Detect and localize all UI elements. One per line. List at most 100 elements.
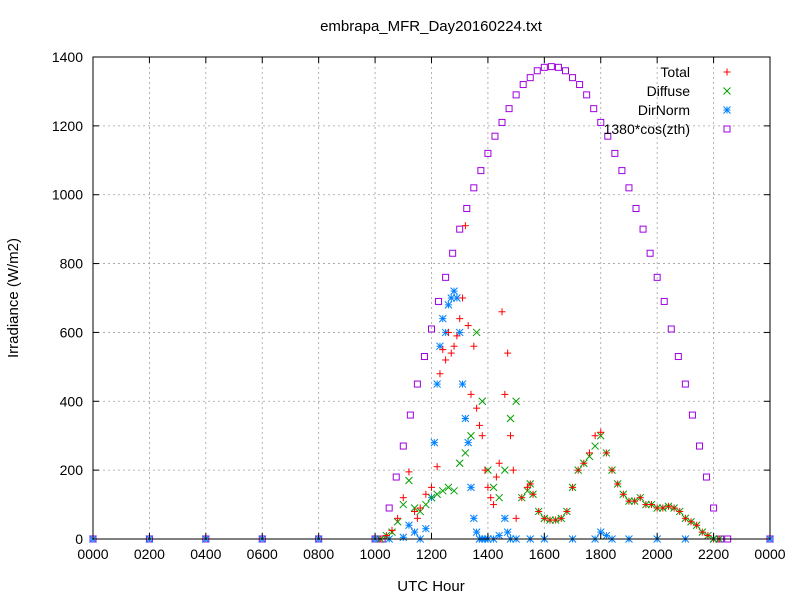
data-point xyxy=(470,184,478,192)
data-point xyxy=(580,459,588,467)
data-point xyxy=(608,466,616,474)
data-point xyxy=(461,414,470,423)
data-point xyxy=(533,67,541,75)
legend-entry-label: 1380*cos(zth) xyxy=(604,121,690,137)
x-tick-label: 1200 xyxy=(416,546,447,562)
data-point xyxy=(625,184,633,192)
data-point xyxy=(463,204,471,212)
legend: Total Diffuse DirNorm 1380*cos(zth) xyxy=(604,64,731,137)
data-point xyxy=(506,414,515,423)
data-point xyxy=(681,514,689,522)
data-point xyxy=(614,480,622,488)
data-point xyxy=(411,507,419,515)
x-tick-label: 1800 xyxy=(585,546,616,562)
data-point xyxy=(461,222,469,230)
data-point xyxy=(688,411,696,419)
data-point xyxy=(519,81,527,89)
data-point xyxy=(444,301,453,309)
y-tick-label: 0 xyxy=(75,531,83,547)
data-point xyxy=(512,397,520,406)
data-point xyxy=(422,500,430,509)
data-point xyxy=(461,449,470,457)
data-point xyxy=(501,390,509,398)
y-tick-label: 400 xyxy=(60,393,84,409)
data-point xyxy=(667,325,675,333)
data-point xyxy=(456,315,464,323)
data-point xyxy=(467,431,475,440)
data-point xyxy=(464,438,473,447)
data-point xyxy=(518,494,526,502)
data-point xyxy=(554,63,562,71)
data-point xyxy=(618,167,626,175)
axis-ticks: 0000 0200 0400 0600 0800 1000 1200 1400 1600 1800… xyxy=(52,49,786,562)
series-total xyxy=(377,222,723,543)
x-tick-label: 1000 xyxy=(360,546,391,562)
x-tick-label: 1400 xyxy=(472,546,503,562)
data-point xyxy=(660,297,668,305)
x-tick-label: 0200 xyxy=(134,546,165,562)
data-point xyxy=(435,297,443,305)
data-point xyxy=(472,528,481,536)
data-point xyxy=(557,514,565,522)
data-point xyxy=(492,473,500,481)
data-point xyxy=(449,249,457,257)
data-point xyxy=(500,514,509,523)
data-point xyxy=(385,504,393,512)
data-point xyxy=(693,521,701,529)
data-point xyxy=(495,493,504,502)
data-point xyxy=(611,149,619,157)
data-point xyxy=(405,468,413,476)
data-point xyxy=(481,466,489,474)
legend-marker xyxy=(723,68,731,76)
data-point xyxy=(504,349,512,357)
data-point xyxy=(664,502,672,510)
data-point xyxy=(450,342,458,350)
data-point xyxy=(619,490,627,498)
data-point xyxy=(405,476,413,485)
data-points xyxy=(89,63,774,543)
data-point xyxy=(472,328,481,337)
data-point xyxy=(430,438,439,447)
data-point xyxy=(576,81,584,89)
data-point xyxy=(506,432,514,440)
data-point xyxy=(428,483,435,491)
data-point xyxy=(484,149,492,157)
data-point xyxy=(413,380,421,388)
data-point xyxy=(388,526,396,534)
series-1380-cos-zth- xyxy=(89,63,774,543)
data-point xyxy=(653,273,661,281)
data-point xyxy=(526,74,534,82)
data-point xyxy=(489,483,498,492)
data-point xyxy=(632,204,640,212)
data-point xyxy=(477,167,485,175)
y-tick-label: 600 xyxy=(60,324,84,340)
data-point xyxy=(547,63,555,71)
data-point xyxy=(399,500,408,509)
grid-lines xyxy=(93,57,770,539)
x-tick-label: 1600 xyxy=(529,546,560,562)
data-point xyxy=(674,353,682,361)
data-point xyxy=(505,105,513,113)
data-point xyxy=(467,483,475,492)
data-point xyxy=(436,370,444,378)
data-point xyxy=(500,466,509,474)
data-point xyxy=(450,486,458,495)
data-point xyxy=(591,442,599,450)
data-point xyxy=(670,504,678,512)
legend-entry-label: DirNorm xyxy=(638,102,690,118)
data-point xyxy=(467,390,475,398)
data-point xyxy=(659,504,667,512)
data-point xyxy=(450,287,458,295)
data-point xyxy=(455,459,464,468)
data-point xyxy=(458,380,467,388)
data-point xyxy=(469,514,478,523)
data-point xyxy=(590,105,598,113)
data-point xyxy=(406,411,414,419)
data-point xyxy=(597,118,605,126)
data-point xyxy=(459,294,467,302)
data-point xyxy=(529,490,537,498)
data-point xyxy=(698,528,706,536)
data-point xyxy=(583,91,591,99)
data-point xyxy=(602,449,610,457)
